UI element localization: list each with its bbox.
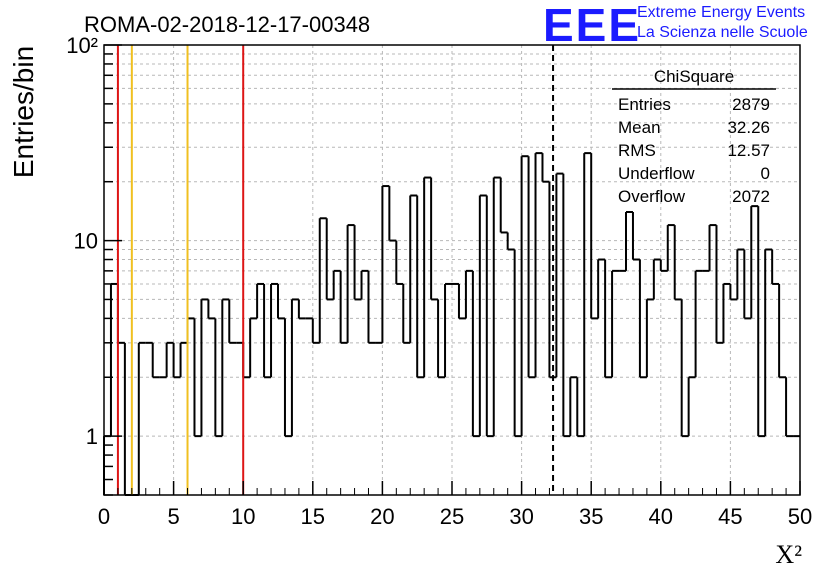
stats-box: ChiSquare Entries 2879 Mean 32.26 RMS 12.57 Und…	[612, 67, 776, 206]
x-tick-label: 35	[579, 504, 603, 529]
x-tick-label: 25	[440, 504, 464, 529]
stats-label: RMS	[618, 141, 656, 160]
stats-label: Underflow	[618, 164, 695, 183]
stats-value: 32.26	[727, 118, 770, 137]
stats-title: ChiSquare	[654, 67, 734, 86]
x-tick-label: 50	[788, 504, 812, 529]
stats-value: 12.57	[727, 141, 770, 160]
x-tick-label: 15	[301, 504, 325, 529]
x-tick-label: 45	[718, 504, 742, 529]
histogram-chart: ChiSquare Entries 2879 Mean 32.26 RMS 12.57 Und…	[0, 0, 836, 572]
x-tick-label: 20	[370, 504, 394, 529]
x-tick-label: 10	[231, 504, 255, 529]
y-tick-label: 1	[86, 424, 98, 449]
x-tick-label: 40	[649, 504, 673, 529]
x-tick-label: 5	[167, 504, 179, 529]
stats-label: Overflow	[618, 187, 686, 206]
x-tick-label: 0	[98, 504, 110, 529]
stats-label: Mean	[618, 118, 661, 137]
y-tick-label: 10²	[66, 33, 98, 58]
stats-value: 0	[761, 164, 770, 183]
axes: 0 5 10 15 20 25 30 35 40 45 50 1 10 10²	[66, 33, 812, 529]
stats-value: 2072	[732, 187, 770, 206]
stats-value: 2879	[732, 95, 770, 114]
x-axis-label: X²	[775, 540, 802, 569]
y-tick-label: 10	[74, 229, 98, 254]
y-axis-label: Entries/bin	[8, 46, 39, 178]
x-tick-label: 30	[509, 504, 533, 529]
stats-label: Entries	[618, 95, 671, 114]
